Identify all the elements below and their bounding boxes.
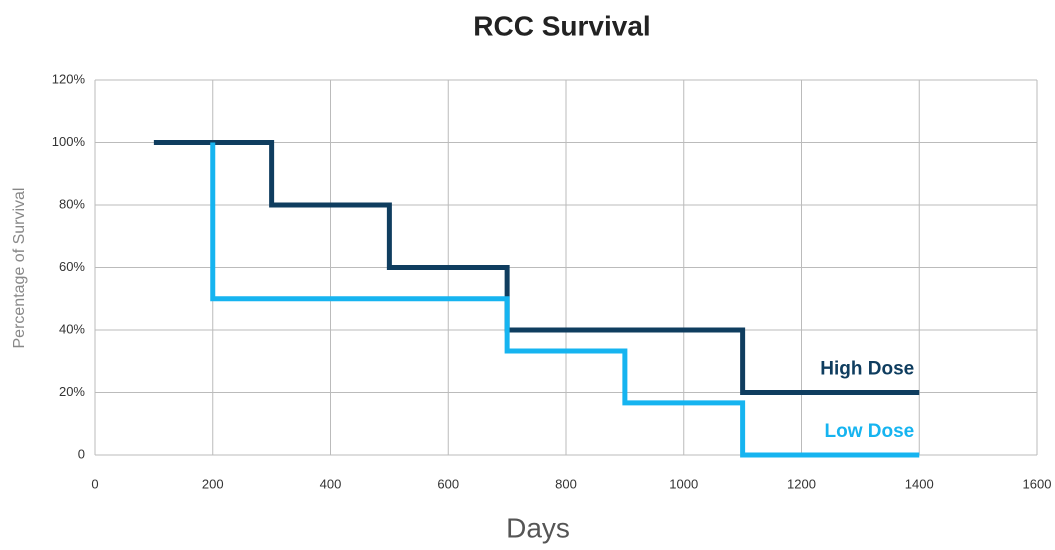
x-tick-label: 1600 bbox=[1023, 476, 1052, 491]
x-tick-label: 600 bbox=[437, 476, 459, 491]
y-tick-label: 60% bbox=[59, 259, 85, 274]
x-axis-label: Days bbox=[506, 512, 570, 543]
series-label: Low Dose bbox=[825, 421, 915, 442]
y-tick-label: 20% bbox=[59, 384, 85, 399]
survival-line bbox=[210, 142, 920, 458]
y-tick-label: 100% bbox=[52, 134, 86, 149]
survival-line bbox=[153, 140, 920, 395]
y-tick-label: 80% bbox=[59, 196, 85, 211]
x-tick-label: 200 bbox=[202, 476, 224, 491]
x-tick-label: 1200 bbox=[787, 476, 816, 491]
series-label: High Dose bbox=[820, 359, 914, 380]
x-tick-label: 0 bbox=[91, 476, 98, 491]
y-tick-label: 40% bbox=[59, 321, 85, 336]
x-tick-label: 1000 bbox=[669, 476, 698, 491]
y-tick-label: 120% bbox=[52, 71, 86, 86]
chart-title: RCC Survival bbox=[473, 10, 650, 41]
y-axis-label: Percentage of Survival bbox=[11, 188, 28, 349]
x-tick-label: 400 bbox=[320, 476, 342, 491]
x-tick-label: 800 bbox=[555, 476, 577, 491]
y-tick-label: 0 bbox=[78, 446, 85, 461]
x-tick-label: 1400 bbox=[905, 476, 934, 491]
